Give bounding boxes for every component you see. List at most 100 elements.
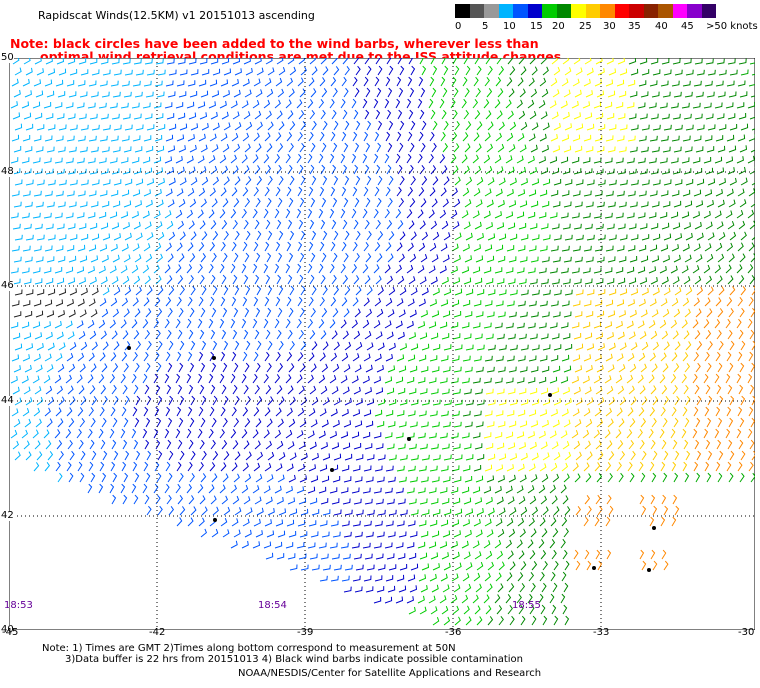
wind-barb xyxy=(441,58,447,65)
wind-barb xyxy=(540,387,549,395)
wind-barb xyxy=(288,474,296,483)
wind-barb xyxy=(298,58,306,65)
legend-color-swatch xyxy=(629,4,644,18)
wind-barb xyxy=(220,241,226,252)
wind-barb xyxy=(442,310,451,318)
wind-barb xyxy=(538,212,547,219)
wind-barb xyxy=(406,153,412,164)
wind-barb xyxy=(230,429,237,439)
wind-barb xyxy=(88,190,97,197)
wind-barb xyxy=(649,190,658,197)
wind-barb xyxy=(244,307,250,318)
wind-barb xyxy=(575,506,582,516)
wind-barb xyxy=(232,165,239,175)
wind-barb xyxy=(553,66,561,76)
wind-barb xyxy=(289,508,298,516)
wind-barb xyxy=(695,200,704,208)
wind-barb xyxy=(145,417,151,428)
wind-barb xyxy=(365,308,373,318)
wind-barb xyxy=(616,245,625,252)
wind-barb xyxy=(164,373,170,384)
wind-barb xyxy=(77,190,86,197)
wind-barb xyxy=(166,58,175,65)
wind-barb xyxy=(714,102,723,109)
wind-barb xyxy=(584,112,593,120)
wind-barb xyxy=(473,188,481,197)
wind-barb xyxy=(388,454,397,461)
wind-barb xyxy=(693,297,700,307)
wind-barb xyxy=(399,231,406,241)
wind-barb xyxy=(728,417,734,428)
wind-barb xyxy=(685,450,691,461)
wind-barb xyxy=(453,421,462,428)
wind-barb xyxy=(738,112,747,120)
legend-color-swatch xyxy=(498,4,513,18)
wind-barb xyxy=(157,450,163,461)
wind-barb xyxy=(201,123,209,131)
wind-barb xyxy=(484,244,493,252)
wind-barb xyxy=(340,542,349,549)
wind-barb xyxy=(496,278,505,285)
wind-barb xyxy=(255,197,261,208)
wind-barb xyxy=(124,450,130,461)
wind-barb xyxy=(178,417,184,428)
wind-barb xyxy=(58,179,67,186)
wind-barb xyxy=(154,461,160,472)
wind-barb xyxy=(506,518,514,527)
wind-barb xyxy=(375,331,383,340)
wind-barb xyxy=(718,450,724,461)
wind-barb xyxy=(144,439,150,450)
wind-barb xyxy=(111,222,120,230)
wind-barb xyxy=(44,353,52,362)
wind-barb xyxy=(177,166,185,175)
wind-barb xyxy=(278,508,287,516)
wind-barb xyxy=(715,297,722,307)
wind-barb xyxy=(476,177,484,186)
wind-barb xyxy=(66,80,75,87)
wind-barb xyxy=(408,58,414,65)
wind-barb xyxy=(145,253,153,263)
wind-barb xyxy=(487,507,495,516)
wind-barb xyxy=(738,384,744,395)
wind-barb xyxy=(310,252,316,263)
wind-barb xyxy=(575,179,584,186)
wind-barb xyxy=(263,318,269,329)
wind-barb xyxy=(331,274,337,285)
wind-barb xyxy=(615,267,624,274)
wind-barb xyxy=(155,58,164,65)
wind-barb xyxy=(288,197,294,208)
wind-barb xyxy=(463,388,472,395)
wind-barb xyxy=(363,409,372,417)
wind-barb xyxy=(123,146,132,153)
wind-barb xyxy=(154,242,162,252)
wind-barb xyxy=(572,354,581,362)
wind-barb xyxy=(329,542,338,549)
wind-barb xyxy=(155,384,161,395)
wind-barb xyxy=(223,340,229,351)
wind-barb xyxy=(376,365,384,373)
wind-barb xyxy=(344,175,350,186)
wind-barb xyxy=(573,332,582,340)
wind-barb xyxy=(418,298,426,307)
wind-barb xyxy=(320,553,329,560)
wind-barb xyxy=(242,187,249,197)
wind-barb xyxy=(542,506,549,516)
wind-barb xyxy=(617,58,626,65)
wind-barb xyxy=(113,69,122,76)
wind-barb xyxy=(597,397,605,406)
wind-barb xyxy=(11,134,20,142)
wind-barb xyxy=(189,307,195,318)
wind-barb xyxy=(244,89,252,98)
wind-barb xyxy=(464,255,472,263)
wind-barb xyxy=(343,142,349,153)
wind-barb xyxy=(322,397,330,406)
wind-barb xyxy=(373,596,382,604)
wind-barb xyxy=(441,165,448,175)
wind-barb xyxy=(264,407,271,417)
wind-barb xyxy=(575,289,584,296)
wind-barb xyxy=(736,156,744,164)
wind-barb xyxy=(329,375,337,384)
wind-barb xyxy=(421,231,429,241)
wind-barb xyxy=(542,452,550,461)
wind-barb xyxy=(740,177,748,186)
